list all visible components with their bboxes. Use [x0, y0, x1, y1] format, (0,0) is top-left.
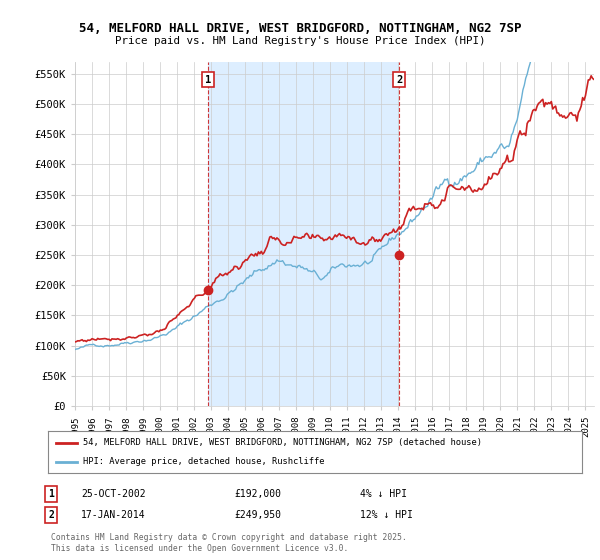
Text: 2: 2 — [396, 74, 402, 85]
Text: £249,950: £249,950 — [234, 510, 281, 520]
Text: 54, MELFORD HALL DRIVE, WEST BRIDGFORD, NOTTINGHAM, NG2 7SP (detached house): 54, MELFORD HALL DRIVE, WEST BRIDGFORD, … — [83, 438, 482, 447]
Text: 54, MELFORD HALL DRIVE, WEST BRIDGFORD, NOTTINGHAM, NG2 7SP: 54, MELFORD HALL DRIVE, WEST BRIDGFORD, … — [79, 21, 521, 35]
Bar — [208, 62, 399, 406]
Text: 4% ↓ HPI: 4% ↓ HPI — [360, 489, 407, 499]
Text: HPI: Average price, detached house, Rushcliffe: HPI: Average price, detached house, Rush… — [83, 458, 324, 466]
Text: 17-JAN-2014: 17-JAN-2014 — [81, 510, 146, 520]
Text: £192,000: £192,000 — [234, 489, 281, 499]
Text: 12% ↓ HPI: 12% ↓ HPI — [360, 510, 413, 520]
Text: 25-OCT-2002: 25-OCT-2002 — [81, 489, 146, 499]
Text: 1: 1 — [205, 74, 211, 85]
Text: Price paid vs. HM Land Registry's House Price Index (HPI): Price paid vs. HM Land Registry's House … — [115, 36, 485, 46]
Text: Contains HM Land Registry data © Crown copyright and database right 2025.
This d: Contains HM Land Registry data © Crown c… — [51, 534, 407, 553]
Text: 1: 1 — [48, 489, 54, 499]
Text: 2: 2 — [48, 510, 54, 520]
